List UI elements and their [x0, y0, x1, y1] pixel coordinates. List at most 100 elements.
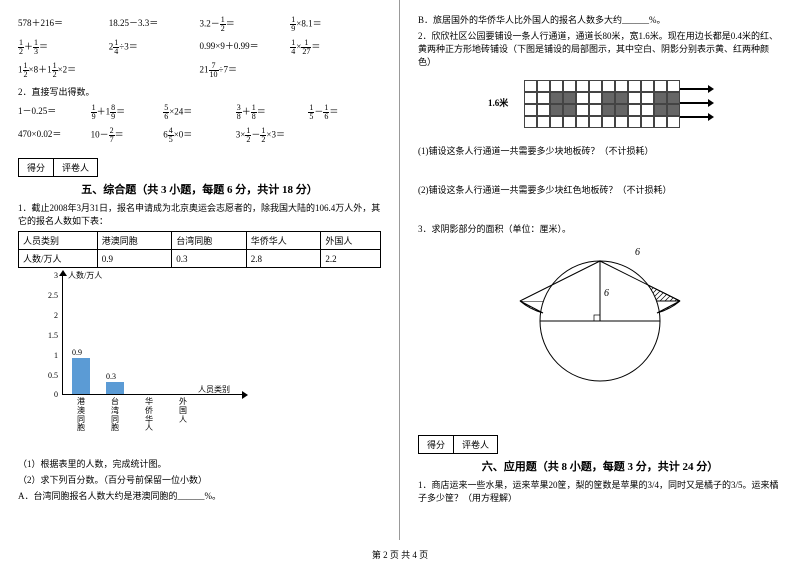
score-label: 得分: [19, 159, 54, 176]
x-category: 华侨华人: [140, 398, 158, 433]
grid-cell: [641, 104, 654, 116]
grid-cell: [537, 80, 550, 92]
arrow-right-icon: [680, 102, 710, 104]
arrow-right-icon: [680, 88, 710, 90]
grid-cell: [667, 80, 680, 92]
grid-cell: [524, 104, 537, 116]
score-box: 得分 评卷人: [418, 435, 498, 454]
x-axis-label: 人员类别: [198, 384, 230, 395]
grid-cell: [563, 116, 576, 128]
y-arrow-icon: [59, 270, 67, 276]
eq: 10－27＝: [91, 127, 164, 144]
grid-cell: [589, 104, 602, 116]
ytick: 3: [38, 271, 58, 280]
grid-cell: [563, 104, 576, 116]
grid-cell: [641, 116, 654, 128]
score-label: 得分: [419, 436, 454, 453]
left-column: 578＋216＝ 18.25－3.3＝ 3.2－12＝ 19×8.1＝ 12＋1…: [0, 0, 400, 540]
grader-label: 评卷人: [54, 159, 97, 176]
y-axis: [62, 274, 63, 394]
ytick: 0: [38, 390, 58, 399]
y-axis-label: 人数/万人: [68, 270, 102, 281]
grid-cell: [654, 92, 667, 104]
eq: 578＋216＝: [18, 16, 109, 33]
eq: 470×0.02＝: [18, 127, 91, 144]
eq: 214÷3＝: [109, 39, 200, 56]
grid-cell: [615, 92, 628, 104]
x-arrow-icon: [242, 391, 248, 399]
q5-3: 3．求阴影部分的面积（单位：厘米）。: [418, 222, 782, 235]
page-footer: 第 2 页 共 4 页: [0, 548, 800, 561]
eq: 21710÷7＝: [200, 62, 291, 79]
eq: 14×127＝: [290, 39, 381, 56]
x-category: 港澳同胞: [72, 398, 90, 433]
eq: 19×8.1＝: [290, 16, 381, 33]
td: 人数/万人: [19, 250, 98, 268]
grid-cell: [615, 116, 628, 128]
tile-grid-figure: 1.6米: [490, 72, 710, 132]
x-category: 台湾同胞: [106, 398, 124, 433]
grid-cell: [654, 80, 667, 92]
td: 0.3: [172, 250, 247, 268]
grid-cell: [576, 104, 589, 116]
grid-cell: [654, 116, 667, 128]
eq: 1－0.25＝: [18, 104, 91, 121]
ytick: 2: [38, 311, 58, 320]
grid-cell: [628, 104, 641, 116]
section-5-title: 五、综合题（共 3 小题，每题 6 分，共计 18 分）: [18, 181, 381, 197]
bar: [106, 382, 124, 394]
eq: 18.25－3.3＝: [109, 16, 200, 33]
grid-cell: [615, 80, 628, 92]
grid-cell: [563, 92, 576, 104]
math-row-4: 1－0.25＝ 19＋189＝ 56×24＝ 38＋18＝ 15－16＝: [18, 104, 381, 121]
q5-1-b: B．旅居国外的华侨华人比外国人的报名人数多大约______%。: [418, 13, 782, 26]
bar: [72, 358, 90, 394]
ytick: 1.5: [38, 331, 58, 340]
q6-1: 1．商店运来一些水果，运来苹果20筐，梨的筐数是苹果的3/4，同时又是橘子的3/…: [418, 478, 782, 504]
q5-2-2: (2)铺设这条人行通道一共需要多少块红色地板砖？（不计损耗）: [418, 183, 782, 196]
grid-cell: [537, 104, 550, 116]
grid-cell: [563, 80, 576, 92]
grid-cell: [537, 116, 550, 128]
th: 台湾同胞: [172, 232, 247, 250]
bar-label: 0.9: [72, 348, 82, 357]
q5-1-1: （1）根据表里的人数，完成统计图。: [18, 457, 381, 470]
right-column: B．旅居国外的华侨华人比外国人的报名人数多大约______%。 2．欣欣社区公园…: [400, 0, 800, 540]
ytick: 0.5: [38, 371, 58, 380]
grid-cell: [524, 92, 537, 104]
math-row-2: 12＋13＝ 214÷3＝ 0.99×9＋0.99＝ 14×127＝: [18, 39, 381, 56]
q5-1-2: （2）求下列百分数。（百分号前保留一位小数）: [18, 473, 381, 486]
ytick: 2.5: [38, 291, 58, 300]
score-box: 得分 评卷人: [18, 158, 98, 177]
eq: 19＋189＝: [91, 104, 164, 121]
eq: 56×24＝: [163, 104, 236, 121]
grid-cell: [641, 80, 654, 92]
grid-cell: [550, 92, 563, 104]
grid-cell: [628, 92, 641, 104]
q5-2-1: (1)铺设这条人行通道一共需要多少块地板砖？（不计损耗）: [418, 144, 782, 157]
grid-cell: [641, 92, 654, 104]
eq: 645×0＝: [163, 127, 236, 144]
grid-cell: [667, 104, 680, 116]
grid-cell: [615, 104, 628, 116]
q5-2: 2．欣欣社区公园要铺设一条人行通道，通道长80米，宽1.6米。现在用边长都是0.…: [418, 29, 782, 68]
grader-label: 评卷人: [454, 436, 497, 453]
grid-cell: [550, 80, 563, 92]
grid-cell: [524, 80, 537, 92]
grid-cell: [524, 116, 537, 128]
eq: 3×12－12×3＝: [236, 127, 309, 144]
grid-cell: [602, 80, 615, 92]
grid-cell: [550, 116, 563, 128]
bar-label: 0.3: [106, 372, 116, 381]
bar-chart: 人数/万人 人员类别 3 2.5 2 1.5 1 0.5 0 0.9 0.3 港…: [38, 274, 258, 414]
grid-cell: [537, 92, 550, 104]
geometry-svg: 6 6: [500, 241, 700, 391]
eq: 15－16＝: [308, 104, 381, 121]
eq: 38＋18＝: [236, 104, 309, 121]
arrow-right-icon: [680, 116, 710, 118]
grid-cell: [589, 116, 602, 128]
th: 人员类别: [19, 232, 98, 250]
grid-cell: [654, 104, 667, 116]
td: 2.2: [321, 250, 381, 268]
grid-cell: [576, 80, 589, 92]
